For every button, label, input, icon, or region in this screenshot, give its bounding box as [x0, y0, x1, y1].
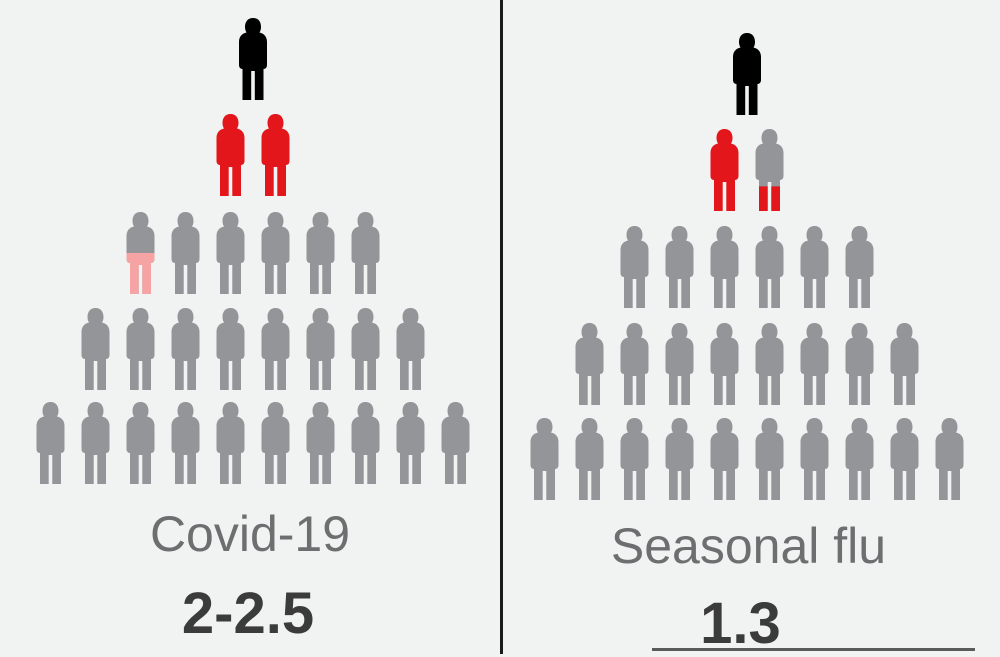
- flu-person-row5-10: [935, 418, 964, 500]
- covid-person-row4-7: [351, 308, 380, 390]
- flu-person-row3-4: [755, 226, 784, 308]
- covid-person-row5-8: [351, 402, 380, 484]
- covid-person-row5-7: [306, 402, 335, 484]
- flu-value-underline: [652, 648, 975, 651]
- flu-label: Seasonal flu: [610, 518, 887, 574]
- flu-person-row2-1: [710, 129, 739, 211]
- flu-person-row5-7: [800, 418, 829, 500]
- covid-person-row5-3: [126, 402, 155, 484]
- flu-person-row4-8: [890, 323, 919, 405]
- covid-person-row2-1: [216, 114, 245, 196]
- flu-person-row5-5: [710, 418, 739, 500]
- flu-person-row1-1: [733, 33, 761, 115]
- covid-person-row5-2: [81, 402, 110, 484]
- covid-person-row3-3: [216, 212, 245, 294]
- covid-person-row4-1: [81, 308, 110, 390]
- covid-person-row3-6: [351, 212, 380, 294]
- flu-person-row3-6: [845, 226, 874, 308]
- covid-person-row5-9: [396, 402, 425, 484]
- covid-person-row3-4: [261, 212, 290, 294]
- flu-r0-value: 1.3: [700, 591, 781, 656]
- flu-person-row3-3: [710, 226, 739, 308]
- flu-person-row5-3: [620, 418, 649, 500]
- flu-panel: Seasonal flu 1.3: [503, 0, 1000, 656]
- covid-r0-value: 2-2.5: [181, 581, 315, 646]
- flu-person-row4-7: [845, 323, 874, 405]
- flu-person-row5-4: [665, 418, 694, 500]
- covid-person-row4-5: [261, 308, 290, 390]
- covid-person-row5-1: [36, 402, 65, 484]
- flu-person-row2-2: [755, 129, 784, 211]
- covid-person-row4-4: [216, 308, 245, 390]
- flu-person-row5-8: [845, 418, 874, 500]
- flu-person-row3-1: [620, 226, 649, 308]
- covid-person-row4-8: [396, 308, 425, 390]
- covid-person-row2-2: [261, 114, 290, 196]
- covid-person-row5-10: [441, 402, 470, 484]
- covid-person-row3-2: [171, 212, 200, 294]
- flu-person-row4-6: [800, 323, 829, 405]
- covid-person-row5-5: [216, 402, 245, 484]
- covid-person-row5-4: [171, 402, 200, 484]
- flu-person-row5-9: [890, 418, 919, 500]
- flu-transmission-pyramid: [530, 33, 964, 500]
- covid-transmission-pyramid: [36, 18, 470, 484]
- covid-person-row5-6: [261, 402, 290, 484]
- flu-person-row5-6: [755, 418, 784, 500]
- covid-panel: Covid-19 2-2.5: [0, 0, 500, 654]
- flu-person-row4-4: [710, 323, 739, 405]
- covid-person-row4-6: [306, 308, 335, 390]
- panel-divider: [500, 0, 503, 654]
- covid-person-row3-1: [126, 212, 155, 294]
- covid-person-row3-5: [306, 212, 335, 294]
- covid-person-row1-1: [239, 18, 267, 100]
- flu-person-row4-2: [620, 323, 649, 405]
- flu-person-row4-1: [575, 323, 604, 405]
- flu-person-row3-5: [800, 226, 829, 308]
- flu-person-row5-2: [575, 418, 604, 500]
- covid-label: Covid-19: [149, 506, 351, 562]
- flu-person-row3-2: [665, 226, 694, 308]
- covid-person-row4-3: [171, 308, 200, 390]
- covid-person-row4-2: [126, 308, 155, 390]
- flu-person-row5-1: [530, 418, 559, 500]
- flu-person-row4-3: [665, 323, 694, 405]
- flu-person-row4-5: [755, 323, 784, 405]
